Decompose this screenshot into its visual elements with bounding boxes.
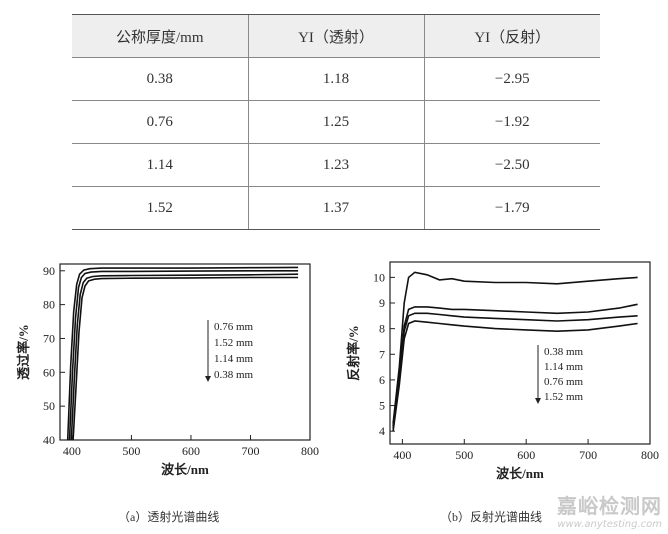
y-tick-label: 5 bbox=[379, 399, 385, 413]
watermark-cn: 嘉峪检测网 bbox=[557, 494, 662, 518]
x-tick-label: 700 bbox=[241, 444, 259, 458]
header-yi-reflection: YI（反射） bbox=[423, 14, 600, 58]
table-cell: 1.37 bbox=[247, 186, 424, 230]
table-cell: 1.14 bbox=[72, 143, 248, 187]
y-tick-label: 7 bbox=[379, 347, 385, 361]
y-tick-label: 60 bbox=[43, 365, 55, 379]
y-tick-label: 40 bbox=[43, 433, 55, 447]
legend-label: 0.76 mm bbox=[544, 376, 584, 388]
table-cell: 0.38 bbox=[72, 57, 248, 101]
data-table-container: 公称厚度/mm YI（透射） YI（反射） 0.38 1.18 −2.95 0.… bbox=[72, 14, 600, 230]
table-cell: −2.50 bbox=[423, 143, 600, 187]
series-line bbox=[66, 266, 299, 441]
series-line bbox=[392, 320, 638, 432]
x-tick-label: 400 bbox=[393, 448, 411, 462]
table-row: 1.14 1.23 −2.50 bbox=[72, 143, 600, 187]
y-tick-label: 50 bbox=[43, 399, 55, 413]
x-tick-label: 800 bbox=[301, 444, 319, 458]
y-tick-label: 6 bbox=[379, 373, 385, 387]
x-axis-label: 波长/nm bbox=[496, 466, 544, 481]
table-cell: 0.76 bbox=[72, 100, 248, 144]
table-cell: 1.18 bbox=[247, 57, 424, 101]
plot-frame bbox=[389, 261, 651, 445]
series-line bbox=[68, 270, 299, 441]
series-line bbox=[392, 271, 638, 424]
watermark: 嘉峪检测网 www.anytesting.com bbox=[557, 490, 662, 530]
x-tick-label: 700 bbox=[579, 448, 597, 462]
legend-label: 1.14 mm bbox=[544, 361, 584, 373]
x-tick-label: 400 bbox=[63, 444, 81, 458]
x-tick-label: 600 bbox=[517, 448, 535, 462]
y-tick-label: 70 bbox=[43, 331, 55, 345]
header-yi-transmission: YI（透射） bbox=[247, 14, 424, 58]
caption-b: （b）反射光谱曲线 bbox=[440, 510, 543, 524]
x-tick-label: 600 bbox=[182, 444, 200, 458]
header-thickness: 公称厚度/mm bbox=[72, 14, 248, 58]
watermark-en: www.anytesting.com bbox=[557, 519, 662, 530]
legend-label: 1.52 mm bbox=[544, 391, 584, 403]
x-tick-label: 500 bbox=[122, 444, 140, 458]
reflection-chart: 400 500 600 700 800 4 5 6 7 8 9 10 波长/nm 反射率/% 0.38 mm… bbox=[346, 261, 659, 481]
table-row: 1.52 1.37 −1.79 bbox=[72, 186, 600, 230]
table-row: 0.76 1.25 −1.92 bbox=[72, 100, 600, 144]
table-cell: −1.92 bbox=[423, 100, 600, 144]
x-tick-label: 500 bbox=[455, 448, 473, 462]
y-tick-label: 8 bbox=[379, 322, 385, 336]
legend-label: 0.38 mm bbox=[544, 346, 584, 358]
legend-label: 0.38 mm bbox=[214, 369, 254, 381]
plot-frame bbox=[59, 263, 311, 441]
legend-arrow-head bbox=[535, 398, 541, 404]
y-axis-label: 反射率/% bbox=[346, 325, 361, 381]
table-cell: 1.23 bbox=[247, 143, 424, 187]
table-row: 0.38 1.18 −2.95 bbox=[72, 57, 600, 101]
y-tick-label: 10 bbox=[373, 270, 385, 284]
x-axis-label: 波长/nm bbox=[161, 462, 209, 477]
table-cell: −1.79 bbox=[423, 186, 600, 230]
y-tick-label: 80 bbox=[43, 298, 55, 312]
yi-data-table: 公称厚度/mm YI（透射） YI（反射） 0.38 1.18 −2.95 0.… bbox=[72, 14, 600, 230]
series-line bbox=[70, 273, 299, 441]
y-axis-label: 透过率/% bbox=[16, 324, 31, 380]
legend-label: 0.76 mm bbox=[214, 321, 254, 333]
series-line bbox=[72, 276, 299, 441]
y-tick-label: 90 bbox=[43, 264, 55, 278]
x-tick-label: 800 bbox=[641, 448, 659, 462]
y-tick-label: 9 bbox=[379, 296, 385, 310]
caption-a: （a）透射光谱曲线 bbox=[118, 510, 220, 524]
y-tick-label: 4 bbox=[379, 424, 385, 438]
transmission-chart: 400 500 600 700 800 40 50 60 70 80 90 波长/nm 透过率/% 0.7… bbox=[16, 263, 319, 477]
legend-arrow-head bbox=[205, 376, 211, 382]
table-cell: 1.25 bbox=[247, 100, 424, 144]
series-line bbox=[392, 312, 638, 429]
series-line bbox=[392, 303, 638, 427]
table-cell: −2.95 bbox=[423, 57, 600, 101]
table-cell: 1.52 bbox=[72, 186, 248, 230]
legend-label: 1.52 mm bbox=[214, 337, 254, 349]
legend-label: 1.14 mm bbox=[214, 353, 254, 365]
table-header-row: 公称厚度/mm YI（透射） YI（反射） bbox=[72, 14, 600, 58]
